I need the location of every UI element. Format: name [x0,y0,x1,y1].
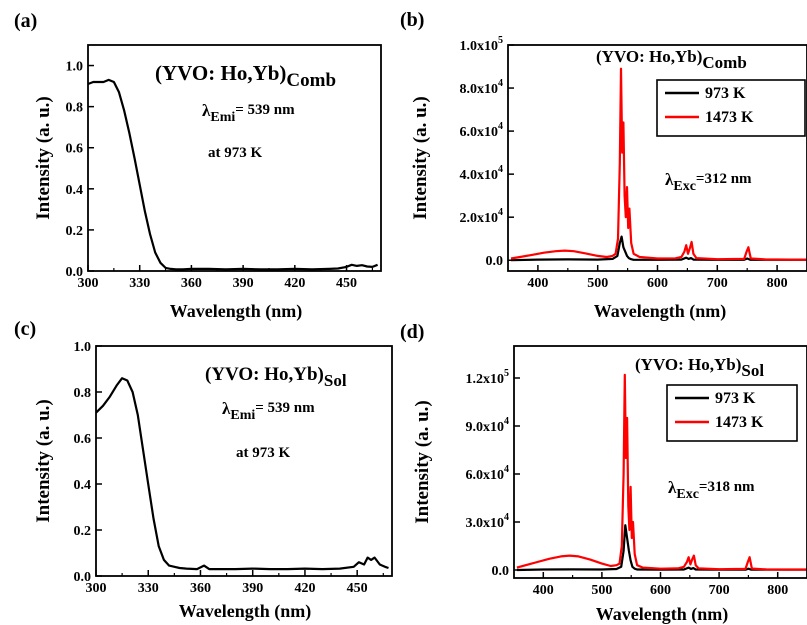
x-axis-label: Wavelength (nm) [594,301,727,322]
y-tick-label: 2.0x104 [460,207,504,226]
x-axis-label: Wavelength (nm) [596,604,729,625]
x-tick-label: 700 [709,583,730,598]
x-tick-label: 390 [233,276,254,291]
series-line-spectrum [88,78,379,271]
panel-b: 400 500 600 700 800 0.0 2.0x104 4.0x104 6.0x104 8… [400,9,807,322]
x-tick-label: 300 [86,581,107,596]
y-tick-label: 0.8 [74,386,92,401]
y-tick-label: 0.0 [74,570,92,585]
panel-label: (d) [400,321,424,343]
x-tick-label: 800 [767,276,788,291]
series-line-spectrum [96,377,389,571]
y-tick-label: 9.0x104 [466,416,510,435]
y-tick-label: 0.2 [66,224,84,239]
legend-entry-label: 1473 K [715,414,764,431]
legend-box [666,384,798,442]
y-tick-label: 0.0 [486,254,504,269]
plot-frame [95,345,393,577]
chart-title: (YVO: Ho,Yb)Sol [635,355,764,380]
plot-frame [87,44,382,272]
x-tick-label: 500 [587,276,608,291]
legend: 973 K 1473 K [666,384,798,442]
x-tick-label: 360 [181,276,202,291]
y-tick-label: 0.2 [74,524,92,539]
y-tick-label: 0.6 [74,432,92,447]
x-tick-label: 300 [78,276,99,291]
y-tick-label: 8.0x104 [460,78,504,97]
y-axis-label: Intensity (a. u.) [33,399,54,523]
panel-label: (a) [14,10,37,32]
legend-entry-label: 973 K [705,85,746,102]
legend-entry-label: 1473 K [705,109,754,126]
panel-a: 300 330 360 390 420 450 0.0 0.2 0.4 0.6 0.8 1.0 Wave… [14,10,382,322]
wavelength-annotation: λExc=312 nm [665,170,752,194]
y-tick-label: 6.0x104 [460,121,504,140]
wavelength-annotation: λEmi= 539 nm [222,399,315,423]
series-line-973-k [510,235,807,262]
y-tick-label: 0.4 [66,183,84,198]
plot-frame [507,44,807,272]
legend: 973 K 1473 K [656,79,806,137]
y-axis-label: Intensity (a. u.) [412,400,433,524]
x-tick-label: 400 [527,276,548,291]
y-tick-label: 1.0 [66,60,84,75]
x-tick-label: 330 [138,581,159,596]
wavelength-annotation: λEmi= 539 nm [202,101,295,125]
x-tick-label: 420 [294,581,315,596]
y-tick-label: 1.0 [74,340,92,355]
y-tick-label: 1.0x105 [460,35,504,54]
chart-title: (YVO: Ho,Yb)Comb [155,61,336,91]
chart-title: (YVO: Ho,Yb)Sol [205,364,347,390]
series-line-1473-k [516,373,807,571]
y-tick-label: 1.2x105 [466,368,510,387]
legend-box [656,79,806,137]
series-line-1473-k [510,67,807,261]
x-tick-label: 500 [591,583,612,598]
x-tick-label: 390 [242,581,263,596]
y-tick-label: 0.0 [66,265,84,280]
panel-c: 300 330 360 390 420 450 0.0 0.2 0.4 0.6 0.8 1.0 Wave… [14,318,393,622]
plot-frame [513,345,807,579]
x-tick-label: 800 [767,583,788,598]
temperature-annotation: at 973 K [208,145,262,161]
y-tick-label: 0.0 [492,564,510,579]
x-tick-label: 700 [707,276,728,291]
temperature-annotation: at 973 K [236,445,290,461]
y-tick-label: 3.0x104 [466,512,510,531]
y-tick-label: 6.0x104 [466,464,510,483]
y-tick-label: 4.0x104 [460,164,504,183]
x-axis-label: Wavelength (nm) [170,301,303,322]
series-line-973-k [516,524,807,572]
y-tick-label: 0.4 [74,478,92,493]
x-tick-label: 600 [647,276,668,291]
panel-d: 400 500 600 700 800 0.0 3.0x104 6.0x104 9.0x104 1… [400,321,807,625]
x-tick-label: 420 [284,276,305,291]
panel-label: (c) [14,318,36,340]
y-tick-label: 0.8 [66,101,84,116]
panel-label: (b) [400,9,424,31]
x-tick-label: 360 [190,581,211,596]
x-tick-label: 330 [129,276,150,291]
y-tick-label: 0.6 [66,142,84,157]
legend-entry-label: 973 K [715,390,756,407]
y-axis-label: Intensity (a. u.) [33,96,54,220]
x-axis-label: Wavelength (nm) [179,601,312,622]
wavelength-annotation: λExc=318 nm [668,478,755,502]
chart-title: (YVO: Ho,Yb)Comb [596,47,747,72]
x-tick-label: 450 [347,581,368,596]
y-axis-label: Intensity (a. u.) [410,96,431,220]
x-tick-label: 400 [533,583,554,598]
x-tick-label: 600 [650,583,671,598]
x-tick-label: 450 [336,276,357,291]
